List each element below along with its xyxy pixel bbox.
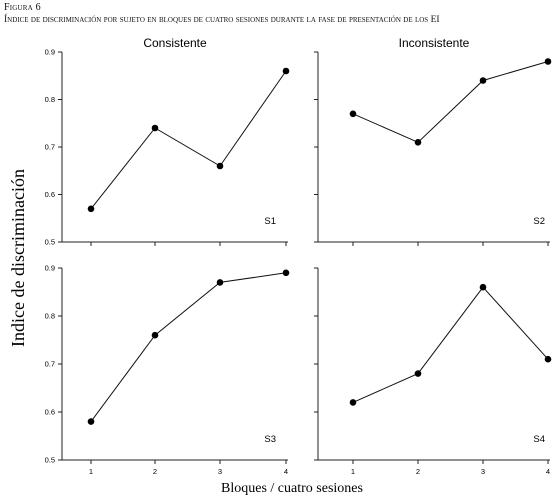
data-point bbox=[151, 124, 159, 132]
y-tick-label: 0.5 bbox=[45, 456, 55, 465]
data-point bbox=[282, 67, 290, 75]
x-tick-label: 2 bbox=[416, 467, 420, 476]
panel-subject-label: S4 bbox=[533, 434, 545, 445]
x-tick-label: 1 bbox=[351, 467, 355, 476]
data-point bbox=[216, 162, 224, 170]
figure-caption: Índice de discriminación por sujeto en b… bbox=[4, 15, 440, 25]
data-point bbox=[479, 283, 487, 291]
y-tick-label: 0.5 bbox=[45, 238, 55, 247]
x-tick-label: 4 bbox=[546, 467, 550, 476]
panel-s2: Inconsistente S2 bbox=[314, 36, 552, 246]
series-line bbox=[90, 70, 287, 210]
y-tick-label: 0.7 bbox=[45, 360, 55, 369]
panel-title: Inconsistente bbox=[399, 36, 470, 50]
chart-panels: 0.5 0.6 0.7 0.8 0.9 Consistente S1 Inconsistent… bbox=[45, 36, 552, 476]
x-tick-label: 3 bbox=[481, 467, 485, 476]
series-line bbox=[352, 61, 549, 143]
y-tick-label: 0.8 bbox=[45, 312, 55, 321]
data-point bbox=[87, 205, 95, 213]
y-tick-label: 0.6 bbox=[45, 408, 55, 417]
panel-subject-label: S2 bbox=[533, 216, 545, 227]
y-tick-label: 0.9 bbox=[45, 48, 55, 57]
data-point bbox=[479, 77, 487, 84]
y-tick-label: 0.7 bbox=[45, 143, 55, 152]
data-point bbox=[216, 279, 224, 286]
y-tick-label: 0.8 bbox=[45, 95, 55, 104]
data-point bbox=[349, 399, 357, 406]
series-line bbox=[352, 286, 549, 403]
data-point bbox=[349, 110, 357, 118]
figure-label: Figura 6 bbox=[4, 2, 41, 13]
panel-s3: 0.5 0.6 0.7 0.8 0.9 1 2 3 4 S3 bbox=[45, 264, 290, 476]
panel-s4: 1 2 3 4 S4 bbox=[314, 267, 552, 476]
series-line bbox=[90, 272, 287, 422]
y-axis-title: Indice de discriminación bbox=[8, 169, 28, 347]
y-tick-label: 0.9 bbox=[45, 264, 55, 273]
data-point bbox=[87, 418, 95, 425]
x-tick-label: 4 bbox=[284, 467, 288, 476]
x-tick-label: 3 bbox=[218, 467, 222, 476]
data-point bbox=[544, 355, 552, 363]
x-axis-title: Bloques / cuatro sesiones bbox=[221, 481, 363, 496]
panel-title: Consistente bbox=[143, 36, 207, 50]
data-point bbox=[414, 370, 422, 377]
x-tick-label: 1 bbox=[89, 467, 93, 476]
panel-s1: 0.5 0.6 0.7 0.8 0.9 Consistente S1 bbox=[45, 36, 290, 247]
y-tick-label: 0.6 bbox=[45, 190, 55, 199]
data-point bbox=[151, 331, 159, 339]
data-point bbox=[544, 58, 552, 65]
panel-subject-label: S3 bbox=[264, 434, 276, 445]
data-point bbox=[282, 269, 290, 277]
x-tick-label: 2 bbox=[153, 467, 157, 476]
panel-subject-label: S1 bbox=[264, 216, 276, 227]
data-point bbox=[414, 139, 422, 146]
